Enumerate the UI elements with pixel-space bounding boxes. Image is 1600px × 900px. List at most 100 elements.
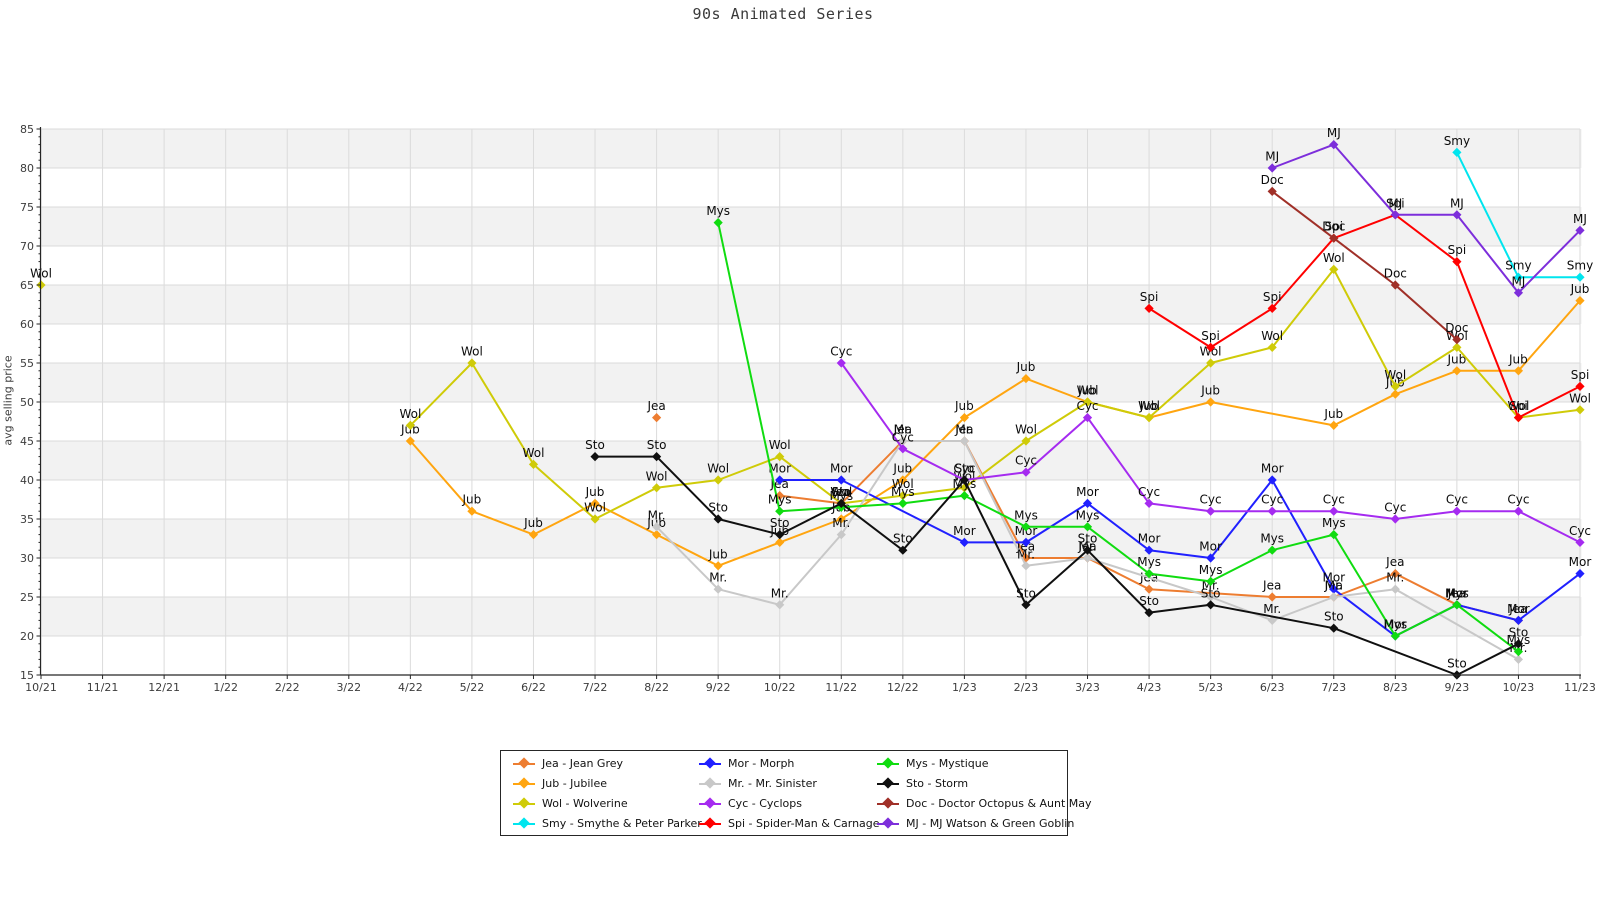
- point-label-Sto: Sto: [1447, 657, 1467, 671]
- point-label-Wol: Wol: [1261, 329, 1283, 343]
- data-point-marker-Spi: [1144, 303, 1154, 313]
- y-tick-label: 30: [20, 552, 34, 565]
- x-tick-label: 5/23: [1198, 681, 1223, 694]
- data-point-marker-Mor: [1267, 475, 1277, 485]
- data-point-marker-Sto: [1206, 600, 1216, 610]
- point-label-Wol: Wol: [1323, 251, 1345, 265]
- data-point-marker-Jub: [1452, 366, 1462, 376]
- point-label-Wol: Wol: [707, 462, 729, 476]
- point-label-Mor: Mor: [1446, 586, 1469, 600]
- data-point-marker-Mys: [898, 498, 908, 508]
- data-point-marker-Mor: [1206, 553, 1216, 563]
- point-label-Spi: Spi: [1201, 329, 1220, 343]
- data-point-marker-Mys: [1390, 631, 1400, 641]
- data-point-marker-MJ: [1575, 225, 1585, 235]
- point-label-Cyc: Cyc: [830, 345, 852, 359]
- data-point-marker-Mr.: [713, 584, 723, 594]
- point-label-Mys: Mys: [1014, 508, 1038, 522]
- point-label-Jub: Jub: [1447, 352, 1467, 366]
- y-axis-label: avg selling price: [1, 355, 15, 446]
- point-label-Sto: Sto: [1078, 532, 1098, 546]
- legend-item-label: Spi - Spider-Man & Carnage: [728, 816, 880, 830]
- point-label-Jub: Jub: [708, 547, 728, 561]
- point-label-Mys: Mys: [1445, 586, 1469, 600]
- legend-item-label: Jub - Jubilee: [542, 776, 608, 790]
- data-point-marker-Jub: [898, 475, 908, 485]
- x-tick-label: 11/21: [87, 681, 119, 694]
- x-tick-label: 2/23: [1014, 681, 1039, 694]
- point-label-Mr.: Mr.: [955, 423, 973, 437]
- point-label-Mr.: Mr.: [894, 423, 912, 437]
- data-point-marker-Mor: [1082, 498, 1093, 508]
- point-label-MJ: MJ: [1388, 196, 1402, 210]
- y-tick-label: 70: [20, 240, 34, 253]
- data-point-marker-MJ: [1452, 210, 1462, 220]
- data-point-marker-Jub: [467, 506, 477, 516]
- data-point-marker-MJ: [1390, 210, 1400, 220]
- legend-item-label: Mys - Mystique: [906, 756, 989, 770]
- point-label-Mr.: Mr.: [1263, 602, 1281, 616]
- data-point-marker-Wol: [775, 452, 785, 462]
- legend-item-mr: Mr. - Mr. Sinister: [699, 773, 877, 793]
- point-label-Mys: Mys: [1199, 563, 1223, 577]
- x-tick-label: 2/22: [275, 681, 300, 694]
- point-label-Jub: Jub: [1323, 407, 1343, 421]
- legend-marker-icon: [699, 777, 721, 789]
- data-point-marker-Mor: [1144, 545, 1154, 555]
- legend-item-label: Doc - Doctor Octopus & Aunt May: [906, 796, 1092, 810]
- point-label-Cyc: Cyc: [1384, 501, 1406, 515]
- data-point-marker-Mys: [1452, 600, 1462, 610]
- point-label-Sto: Sto: [585, 438, 605, 452]
- point-label-MJ: MJ: [1265, 150, 1279, 164]
- x-tick-label: 6/22: [521, 681, 546, 694]
- data-point-marker-Mor: [1021, 537, 1031, 547]
- point-label-Wol: Wol: [1015, 423, 1037, 437]
- point-label-Sto: Sto: [893, 532, 913, 546]
- point-label-Jub: Jub: [462, 493, 482, 507]
- x-tick-label: 12/22: [887, 681, 919, 694]
- x-tick-label: 9/23: [1445, 681, 1470, 694]
- point-label-Smy: Smy: [1567, 259, 1593, 273]
- series-line-Mys: [717, 222, 1520, 653]
- legend-item-wol: Wol - Wolverine: [513, 793, 699, 813]
- data-point-marker-Wol: [1082, 397, 1093, 407]
- data-point-marker-Mr.: [1513, 654, 1524, 664]
- data-point-marker-Cyc: [1329, 506, 1339, 516]
- point-label-Spi: Spi: [1448, 243, 1467, 257]
- point-label-Jub: Jub: [1200, 384, 1220, 398]
- legend-marker-icon: [699, 797, 721, 809]
- data-point-marker-Cyc: [898, 444, 908, 454]
- point-label-Jub: Jub: [1077, 384, 1097, 398]
- series-line-Wol: [409, 268, 1581, 520]
- data-point-marker-Spi: [1452, 257, 1462, 267]
- data-point-marker-Jea: [1267, 592, 1277, 602]
- point-label-Wol: Wol: [1384, 368, 1406, 382]
- legend-item-label: Mor - Morph: [728, 756, 795, 770]
- point-label-Sto: Sto: [1139, 594, 1159, 608]
- point-label-Sto: Sto: [770, 516, 790, 530]
- data-point-marker-Sto: [959, 475, 969, 485]
- data-point-marker-Mys: [1206, 576, 1216, 586]
- point-label-Wol: Wol: [1569, 391, 1591, 405]
- point-label-Sto: Sto: [1324, 610, 1344, 624]
- data-point-marker-Jub: [836, 514, 846, 524]
- point-label-Wol: Wol: [399, 407, 421, 421]
- point-label-Jea: Jea: [831, 485, 850, 499]
- point-label-Smy: Smy: [1444, 134, 1470, 148]
- data-point-marker-Spi: [1513, 413, 1524, 423]
- point-label-Mor: Mor: [1199, 540, 1222, 554]
- data-point-marker-Sto: [1082, 545, 1093, 555]
- data-point-marker-Cyc: [1267, 506, 1277, 516]
- point-label-Wol: Wol: [523, 446, 545, 460]
- data-point-marker-MJ: [1329, 140, 1339, 150]
- data-point-marker-Jub: [713, 561, 723, 571]
- point-label-Mr.: Mr.: [771, 586, 789, 600]
- point-label-Mr.: Mr.: [1017, 547, 1035, 561]
- legend-marker-icon: [699, 757, 721, 769]
- data-point-marker-Jea: [652, 413, 662, 423]
- plot-band: [40, 519, 1582, 558]
- data-point-marker-Jea: [775, 491, 785, 501]
- y-tick-label: 40: [20, 474, 34, 487]
- point-label-Mys: Mys: [706, 204, 730, 218]
- point-label-Cyc: Cyc: [1323, 493, 1345, 507]
